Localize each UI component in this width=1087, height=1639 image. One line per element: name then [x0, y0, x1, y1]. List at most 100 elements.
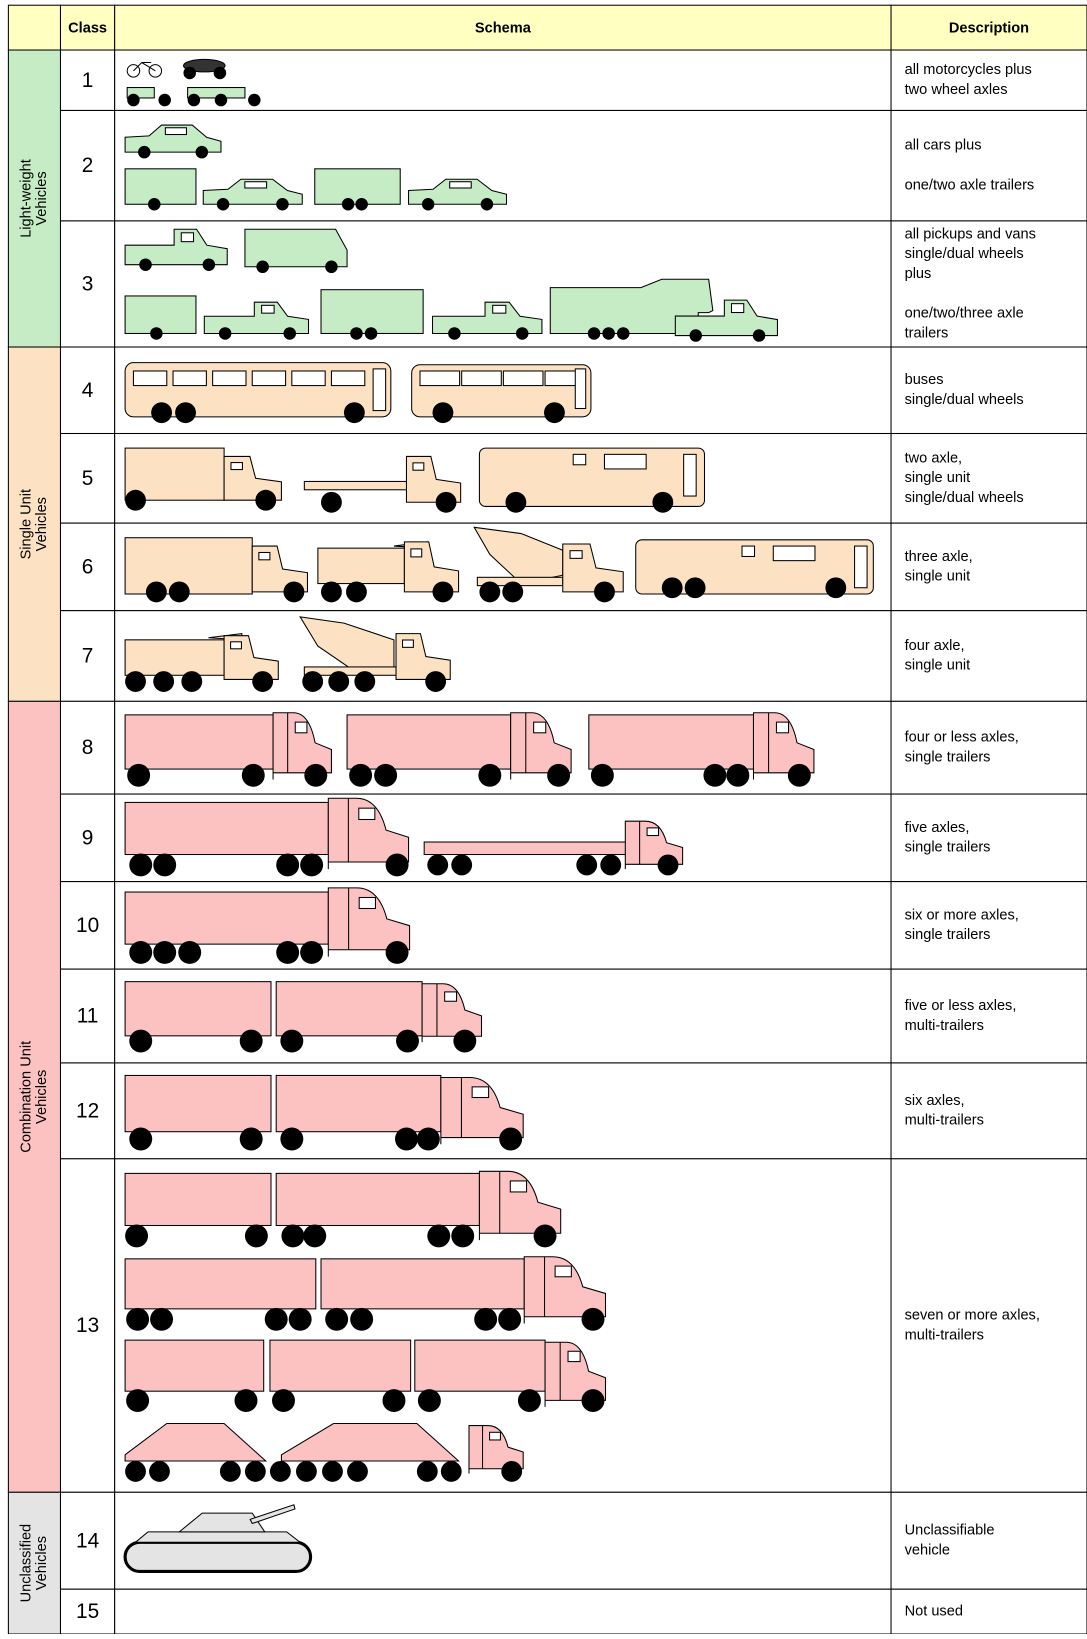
wheel [264, 1307, 288, 1331]
wheel [187, 93, 201, 107]
car-window [730, 303, 745, 314]
wheel [125, 489, 146, 511]
vehicle-body [124, 639, 225, 676]
group-cell [7, 700, 62, 1493]
description-line: three axle, [905, 549, 973, 565]
description-line: two wheel axles [905, 82, 1008, 98]
wheel [129, 941, 153, 964]
bus-window [212, 370, 247, 387]
cab-window [569, 550, 583, 559]
wheel [453, 1029, 477, 1053]
bus-window [461, 370, 502, 387]
car-window [244, 181, 268, 189]
rv-window [603, 453, 647, 470]
car-window [449, 181, 472, 189]
wheel [448, 327, 461, 340]
vehicle-body [269, 1339, 412, 1392]
cab-window [567, 1350, 581, 1363]
description-cell [890, 968, 1087, 1064]
description-line: vehicle [905, 1542, 950, 1558]
wheel [594, 581, 615, 603]
bus-window [132, 370, 168, 387]
vehicle-body [408, 178, 508, 205]
wheel [125, 1224, 149, 1248]
class-cell [59, 522, 116, 612]
wheel [432, 581, 454, 603]
class-cell [59, 432, 116, 524]
wheel [145, 581, 167, 603]
vehicle-body [414, 1339, 546, 1392]
wheel [652, 491, 674, 513]
wheel [349, 763, 373, 787]
wheel [752, 329, 766, 342]
wheel [129, 1029, 153, 1053]
wheel [281, 1224, 305, 1248]
cab-window [554, 1265, 572, 1278]
description-line: buses [905, 372, 944, 388]
group-cell [7, 49, 62, 348]
group-label: Combination Unit [18, 1041, 34, 1153]
wheel [590, 763, 614, 787]
bus-door [372, 368, 387, 412]
wheel [239, 1029, 263, 1053]
wheel [726, 763, 750, 787]
wheel [148, 197, 161, 211]
description-line: trailers [905, 325, 949, 341]
cab-window [775, 721, 790, 734]
description-cell [890, 1158, 1087, 1493]
class-cell [59, 346, 116, 435]
wheel [325, 1307, 349, 1331]
description-cell [890, 793, 1087, 883]
wheel [657, 854, 679, 876]
description-cell [890, 432, 1087, 524]
wheel [825, 577, 847, 599]
vehicle-body [124, 714, 274, 770]
description-line: six axles, [905, 1093, 965, 1109]
description-cell [890, 610, 1087, 702]
vehicle-body [124, 537, 253, 595]
group-cell [7, 346, 62, 702]
wheel [202, 258, 216, 271]
cab-window [230, 462, 243, 471]
rv-door [854, 545, 868, 589]
wheel [150, 1307, 174, 1331]
wheel [248, 93, 261, 107]
bus-window [291, 370, 326, 387]
wheel [218, 327, 232, 340]
wheel [280, 1127, 304, 1151]
description-cell [890, 522, 1087, 612]
class-number: 10 [76, 914, 99, 937]
description-cell [890, 881, 1087, 970]
wheel [416, 1127, 440, 1151]
wheel [125, 1461, 146, 1482]
column-header: Schema [475, 21, 532, 37]
cab-window [230, 641, 242, 650]
header-cell [59, 4, 116, 51]
cab-window [471, 1086, 490, 1099]
wheel [502, 581, 524, 603]
description-line: all cars plus [905, 138, 982, 154]
wheel [150, 327, 163, 340]
wheel [269, 1461, 291, 1482]
wheel [416, 1461, 438, 1482]
wheel [321, 491, 342, 513]
wheel [587, 327, 601, 340]
description-line: seven or more axles, [905, 1307, 1040, 1323]
wheel [181, 671, 203, 692]
wheel [689, 329, 703, 342]
wheel [300, 853, 324, 877]
description-line: Unclassifiable [905, 1523, 995, 1539]
cab-window [509, 1180, 528, 1193]
wheel [517, 1389, 541, 1413]
rv-window [572, 453, 587, 466]
description-line: single/dual wheels [905, 246, 1024, 262]
wheel [168, 581, 190, 603]
wheel [272, 1389, 295, 1413]
wheel [421, 197, 435, 211]
wheel [283, 581, 305, 603]
wheel [350, 1307, 374, 1331]
description-line: single unit [905, 569, 971, 585]
cab-window [646, 827, 660, 837]
description-line: all motorcycles plus [905, 62, 1032, 78]
